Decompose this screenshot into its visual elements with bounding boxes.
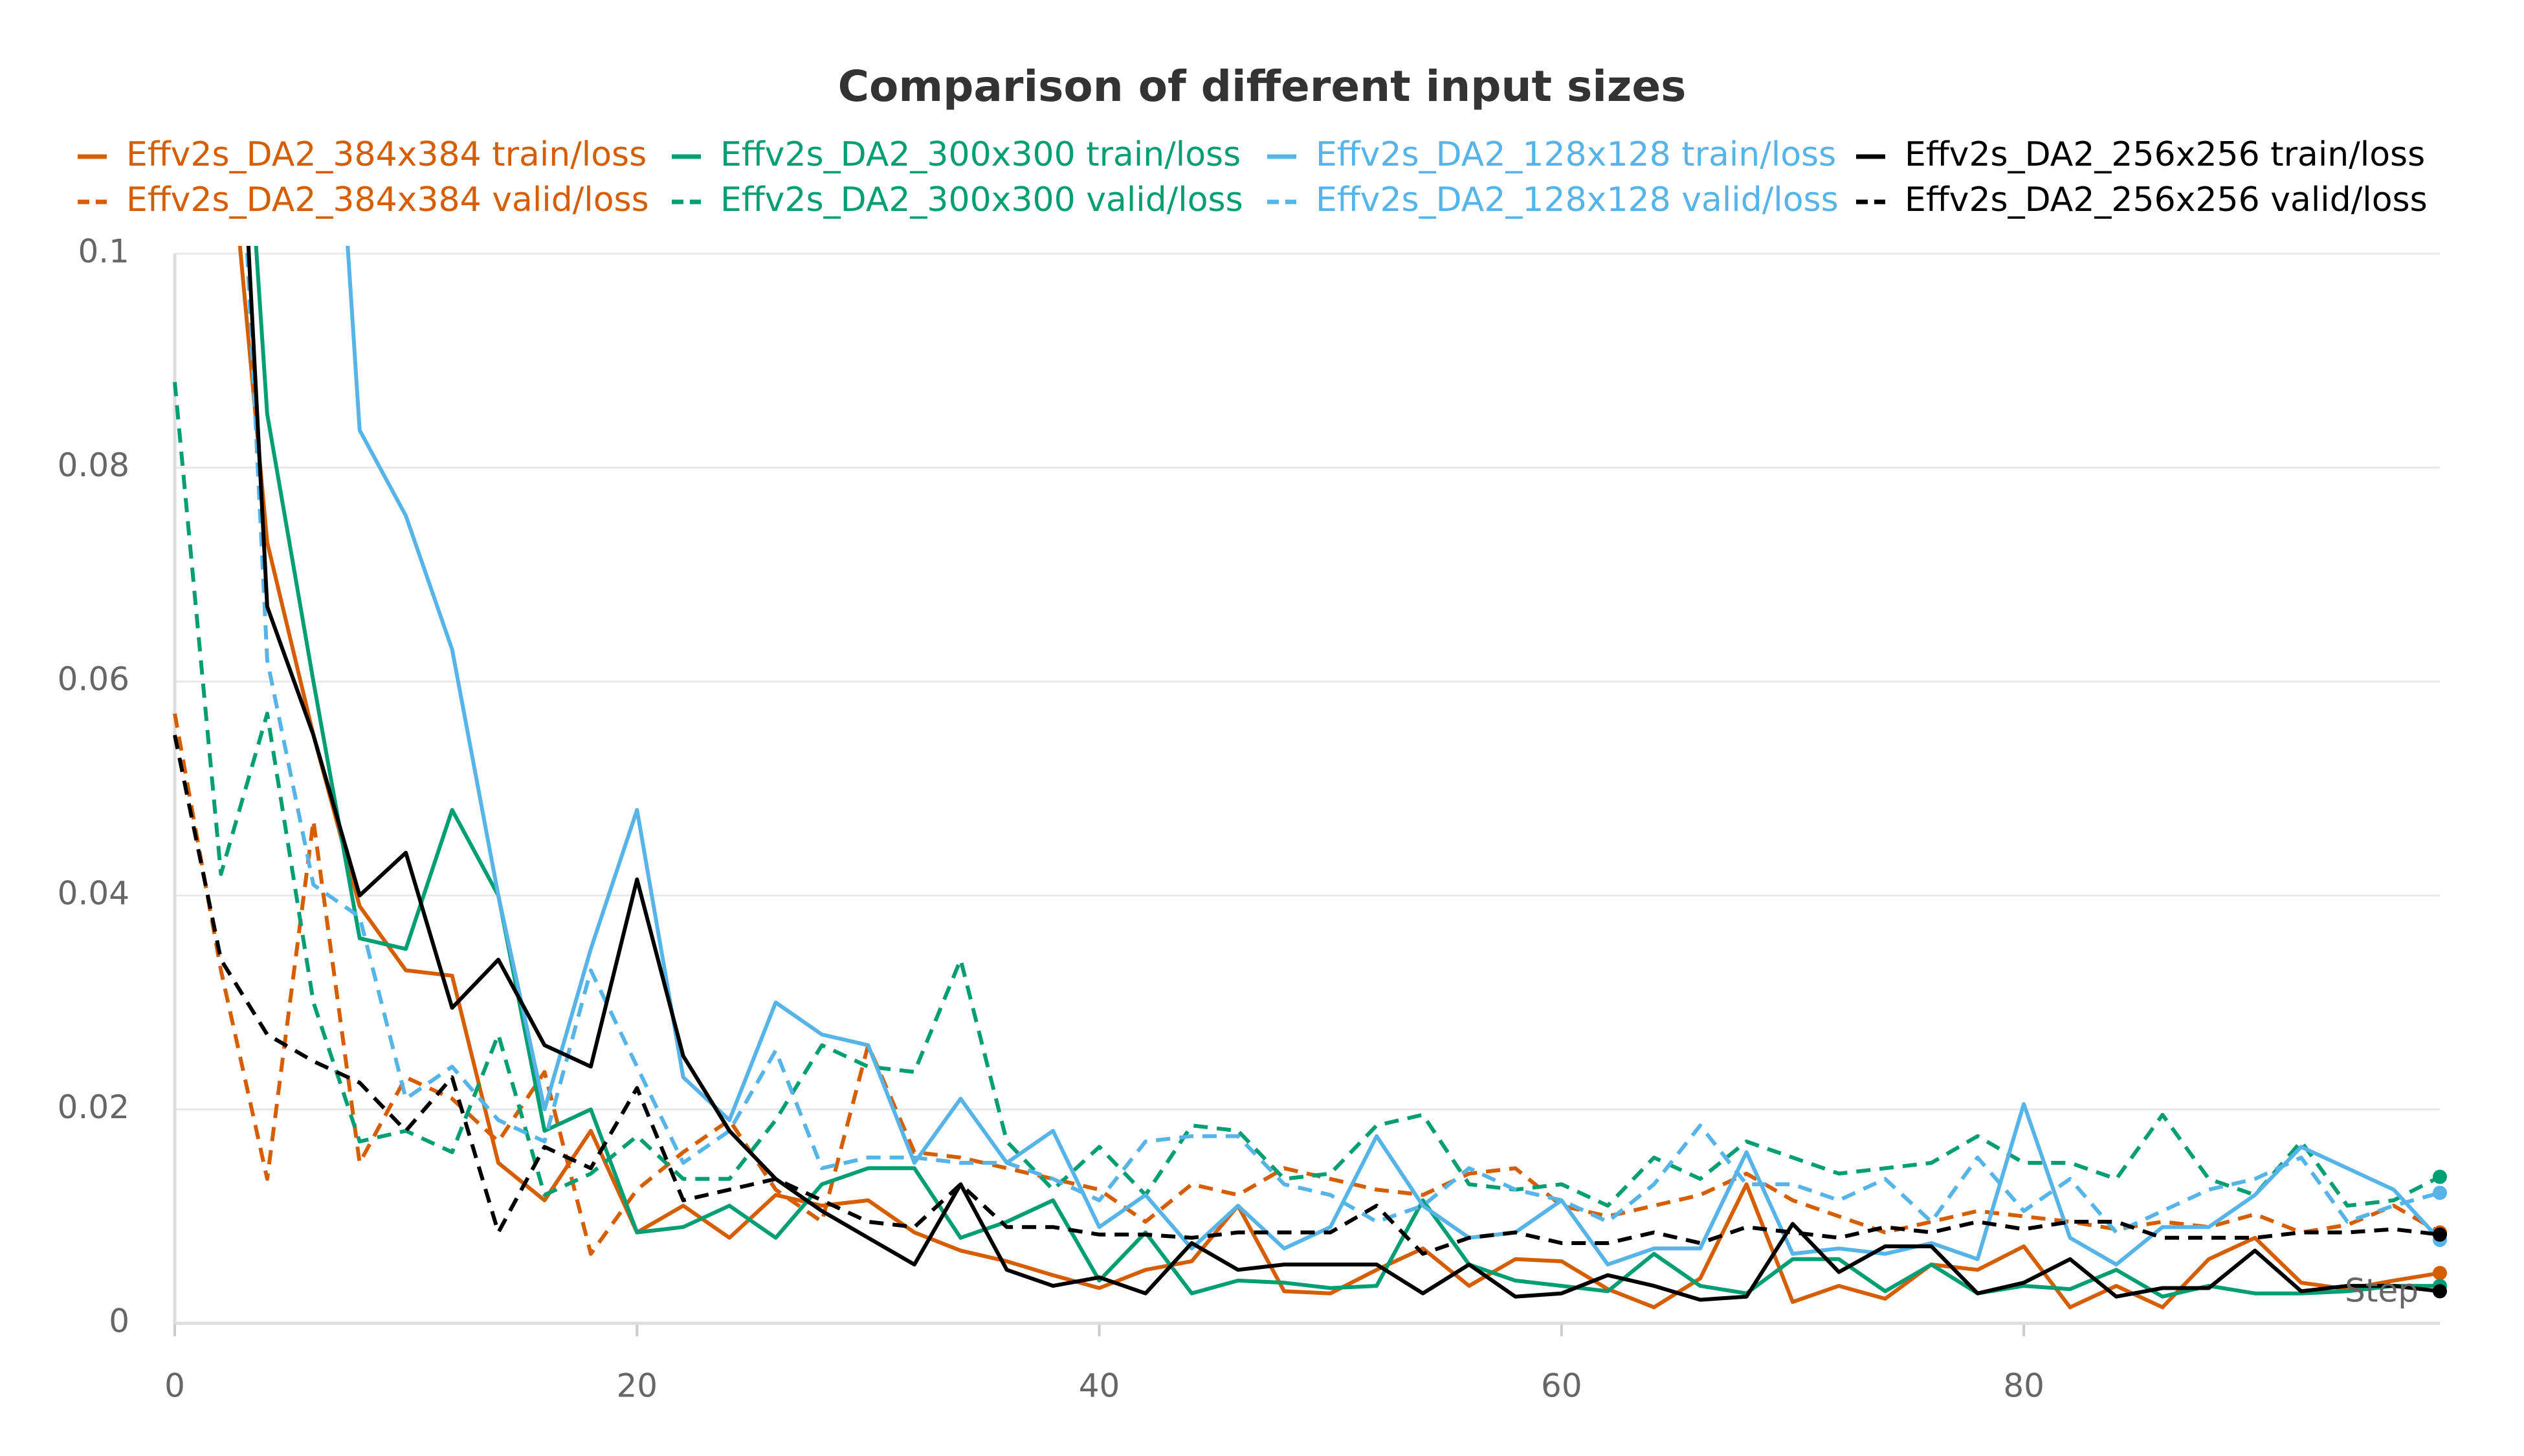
legend-label: Effv2s_DA2_300x300 valid/loss: [720, 181, 1243, 219]
legend-label: Effv2s_DA2_128x128 train/loss: [1316, 135, 1836, 174]
x-tick-label: 40: [1079, 1367, 1120, 1405]
legend-label: Effv2s_DA2_384x384 valid/loss: [126, 181, 649, 219]
series-line: [245, 246, 2441, 1235]
y-tick-label: 0.1: [78, 233, 129, 270]
y-tick-label: 0: [109, 1303, 129, 1340]
legend: Effv2s_DA2_384x384 train/loss Effv2s_DA2_…: [78, 135, 2428, 219]
legend-label: Effv2s_DA2_384x384 train/loss: [126, 135, 647, 174]
x-tick-label: 80: [2003, 1367, 2044, 1405]
x-axis-label: Step: [2345, 1272, 2419, 1310]
series-line: [346, 246, 2442, 1267]
end-point: [2433, 1169, 2447, 1184]
end-point: [2433, 1266, 2447, 1281]
y-tick-label: 0.04: [58, 874, 129, 912]
y-tick-label: 0.02: [58, 1088, 129, 1126]
series-line: [246, 246, 2441, 1302]
y-tick-label: 0.06: [58, 661, 129, 698]
end-point: [2433, 1227, 2447, 1242]
end-point: [2433, 1284, 2447, 1299]
legend-label: Effv2s_DA2_300x300 train/loss: [720, 135, 1241, 174]
end-point: [2433, 1186, 2447, 1200]
x-tick-label: 0: [164, 1367, 185, 1405]
series-line: [173, 734, 2441, 1256]
series-line: [254, 246, 2440, 1299]
chart-title: Comparison of different input sizes: [838, 61, 1687, 111]
series-line: [173, 382, 2441, 1208]
legend-label: Effv2s_DA2_256x256 train/loss: [1905, 135, 2425, 174]
grid: 0 0.02 0.04 0.06 0.08 0.1 0 20 40 60 80: [58, 233, 2440, 1405]
y-tick-label: 0.08: [58, 447, 129, 484]
legend-label: Effv2s_DA2_128x128 valid/loss: [1316, 181, 1839, 219]
legend-label: Effv2s_DA2_256x256 valid/loss: [1905, 181, 2428, 219]
x-tick-label: 20: [616, 1367, 658, 1405]
x-tick-label: 60: [1541, 1367, 1582, 1405]
series-line: [238, 246, 2441, 1310]
plot-area: [173, 246, 2447, 1310]
